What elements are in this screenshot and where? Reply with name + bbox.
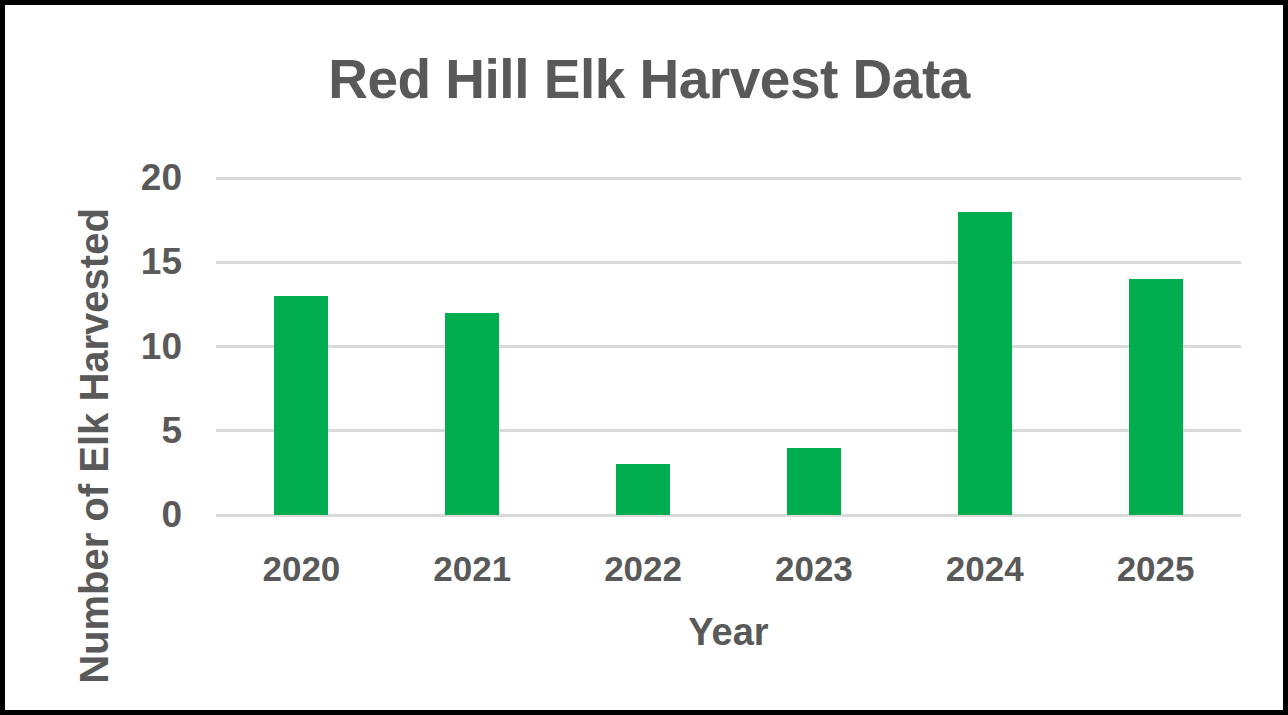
- gridline-0: [216, 514, 1241, 517]
- x-tick-label-2025: 2025: [1071, 549, 1241, 589]
- x-axis-label: Year: [216, 611, 1241, 654]
- gridline-5: [216, 429, 1241, 432]
- x-tick-label-2023: 2023: [729, 549, 899, 589]
- bar-2024: [958, 212, 1012, 515]
- y-tick-label-20: 20: [45, 156, 182, 200]
- bar-2023: [787, 448, 841, 515]
- x-tick-label-2022: 2022: [558, 549, 728, 589]
- chart-title: Red Hill Elk Harvest Data: [5, 47, 1288, 111]
- bar-2025: [1129, 279, 1183, 515]
- bar-2021: [445, 313, 499, 515]
- bar-2022: [616, 464, 670, 515]
- y-tick-label-5: 5: [45, 409, 182, 453]
- gridline-10: [216, 345, 1241, 348]
- bar-2020: [274, 296, 328, 515]
- y-tick-label-0: 0: [45, 493, 182, 537]
- y-tick-label-10: 10: [45, 325, 182, 369]
- gridline-20: [216, 177, 1241, 180]
- gridline-15: [216, 261, 1241, 264]
- x-tick-label-2021: 2021: [387, 549, 557, 589]
- x-tick-label-2024: 2024: [900, 549, 1070, 589]
- x-tick-label-2020: 2020: [216, 549, 386, 589]
- chart-frame: Red Hill Elk Harvest Data Number of Elk …: [0, 0, 1288, 715]
- y-tick-label-15: 15: [45, 240, 182, 284]
